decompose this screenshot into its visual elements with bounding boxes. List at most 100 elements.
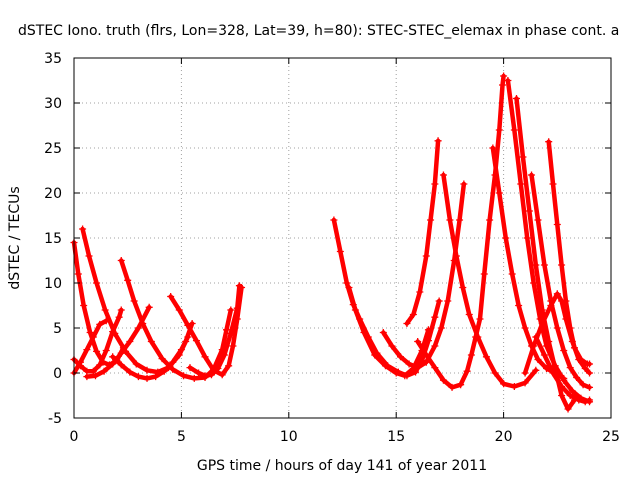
series-trace	[415, 73, 506, 390]
data-point	[371, 351, 379, 359]
data-point	[126, 338, 134, 345]
y-tick-label: 35	[44, 51, 62, 67]
data-point	[192, 337, 200, 345]
data-point	[456, 216, 464, 224]
data-point	[79, 225, 87, 233]
data-point	[448, 383, 456, 391]
data-point	[169, 358, 177, 366]
data-point	[517, 180, 525, 188]
x-tick-label: 20	[495, 429, 513, 445]
data-point	[416, 288, 424, 296]
data-point	[566, 364, 574, 372]
data-point	[184, 321, 192, 329]
data-point	[570, 344, 578, 352]
data-point	[521, 324, 529, 332]
data-point	[577, 356, 585, 363]
data-point	[134, 324, 142, 332]
data-point	[515, 302, 523, 309]
data-point	[214, 365, 222, 372]
series-trace	[404, 138, 441, 326]
y-axis-title: dSTEC / TECUs	[7, 186, 23, 289]
data-point	[553, 290, 561, 298]
data-point	[495, 189, 503, 197]
data-point	[439, 171, 447, 179]
data-point	[414, 338, 422, 345]
data-point	[360, 329, 368, 336]
axis-ticks: 0 5 10 15 20 25 -5 0 5 10 15 20 25 30 35	[44, 51, 620, 445]
series-20	[528, 171, 594, 391]
data-point	[538, 320, 546, 327]
data-point	[491, 369, 499, 377]
data-point	[495, 126, 503, 134]
x-tick-label: 5	[177, 429, 186, 445]
data-point	[525, 207, 533, 215]
data-point	[76, 358, 84, 366]
data-point	[504, 77, 512, 84]
data-point	[530, 342, 538, 350]
data-point	[96, 361, 104, 369]
data-point	[126, 368, 134, 376]
x-tick-label: 10	[280, 429, 298, 445]
data-point	[549, 180, 557, 188]
series-7	[109, 333, 192, 382]
data-point	[547, 297, 555, 305]
x-tick-label: 15	[387, 429, 405, 445]
data-point	[581, 365, 589, 372]
data-point	[160, 367, 168, 375]
data-point	[167, 293, 175, 300]
data-point	[486, 216, 494, 224]
data-point	[388, 342, 396, 350]
data-point	[379, 329, 387, 336]
x-tick-label: 0	[70, 429, 79, 445]
data-point	[553, 324, 561, 332]
data-point	[521, 379, 529, 387]
data-point	[422, 351, 430, 359]
data-point	[579, 381, 587, 389]
data-point	[111, 329, 119, 337]
data-point	[431, 342, 439, 350]
data-point	[186, 364, 194, 372]
y-tick-label: 5	[53, 321, 62, 337]
data-point	[396, 353, 404, 361]
data-point	[201, 353, 209, 361]
data-point	[117, 257, 125, 264]
data-point	[508, 270, 516, 278]
data-point	[499, 81, 507, 89]
chart-title: dSTEC Iono. truth (flrs, Lon=328, Lat=39…	[18, 23, 619, 39]
data-point	[534, 356, 542, 363]
data-point	[145, 303, 153, 311]
data-point	[474, 333, 482, 341]
data-point	[345, 284, 353, 291]
data-point	[143, 366, 151, 374]
data-point	[476, 315, 484, 323]
data-point	[412, 368, 420, 376]
data-point	[444, 297, 452, 305]
data-point	[540, 261, 548, 269]
data-point	[147, 338, 155, 345]
data-point	[586, 396, 594, 404]
series-9	[186, 282, 243, 380]
data-point	[549, 369, 557, 377]
y-tick-label: 25	[44, 141, 62, 157]
series-trace	[346, 285, 431, 378]
data-point	[83, 373, 91, 381]
series-trace	[529, 172, 592, 390]
data-point	[227, 306, 235, 314]
data-point	[223, 326, 231, 334]
data-point	[218, 371, 226, 379]
data-point	[229, 342, 237, 350]
data-point	[102, 347, 110, 354]
data-point	[437, 324, 445, 332]
data-point	[523, 234, 531, 242]
data-point	[502, 234, 510, 242]
data-point	[130, 297, 138, 305]
data-point	[117, 349, 125, 357]
series-trace	[119, 258, 234, 381]
data-point	[558, 383, 566, 390]
series-22	[532, 333, 594, 406]
series-trace	[71, 240, 126, 368]
data-point	[343, 279, 351, 287]
data-point	[512, 95, 520, 102]
data-point	[510, 126, 518, 134]
